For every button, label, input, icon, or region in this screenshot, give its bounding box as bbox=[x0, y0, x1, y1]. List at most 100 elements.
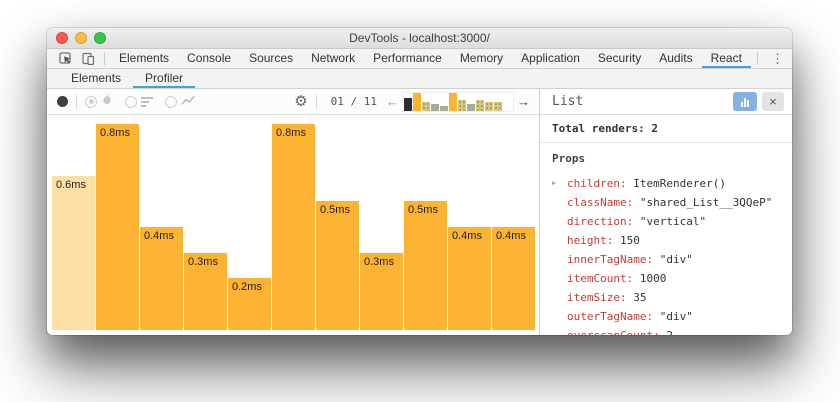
commit-bar-label: 0.3ms bbox=[364, 256, 394, 268]
snapshot-mini-bar[interactable] bbox=[431, 103, 439, 111]
record-button[interactable] bbox=[57, 96, 68, 107]
flame-icon bbox=[101, 93, 113, 111]
interactions-view-option[interactable] bbox=[165, 93, 195, 111]
tab-application[interactable]: Application bbox=[521, 50, 580, 65]
snapshot-mini-bar[interactable] bbox=[494, 101, 502, 111]
commit-bar[interactable]: 0.6ms bbox=[52, 176, 95, 330]
more-options-icon[interactable]: ⋮ bbox=[771, 50, 784, 66]
commit-bar-label: 0.3ms bbox=[188, 256, 218, 268]
prop-value: 2 bbox=[666, 329, 673, 335]
zoom-window-button[interactable] bbox=[94, 32, 106, 44]
view-component-chart-button[interactable] bbox=[733, 92, 757, 111]
commit-bar[interactable]: 0.3ms bbox=[360, 253, 403, 330]
react-tab-profiler[interactable]: Profiler bbox=[133, 69, 196, 88]
devtools-tabbar: Elements Console Sources Network Performance… bbox=[47, 49, 792, 69]
prop-name: children: bbox=[567, 177, 634, 190]
tab-react[interactable]: React bbox=[701, 49, 751, 68]
titlebar: DevTools - localhost:3000/ bbox=[47, 28, 792, 49]
snapshot-mini-bar[interactable] bbox=[458, 99, 466, 111]
snapshot-mini-bar[interactable] bbox=[413, 92, 421, 111]
snapshot-mini-bar[interactable] bbox=[422, 101, 430, 111]
props-section: Props ▶ children: ItemRenderer() className… bbox=[540, 143, 792, 335]
commit-bar-label: 0.5ms bbox=[408, 204, 438, 216]
close-window-button[interactable] bbox=[56, 32, 68, 44]
traffic-lights bbox=[56, 32, 106, 44]
component-panel-header: List × bbox=[540, 89, 792, 115]
react-devtools-tabbar: Elements Profiler bbox=[47, 69, 792, 89]
inspect-element-icon[interactable] bbox=[55, 49, 77, 68]
close-panel-button[interactable]: × bbox=[762, 92, 784, 111]
commit-bar-label: 0.8ms bbox=[276, 127, 306, 139]
line-chart-icon bbox=[181, 93, 195, 111]
tab-network[interactable]: Network bbox=[311, 50, 356, 65]
tab-memory[interactable]: Memory bbox=[459, 50, 504, 65]
prop-name: innerTagName: bbox=[567, 253, 660, 266]
prop-name: outerTagName: bbox=[567, 310, 660, 323]
commit-bar-label: 0.4ms bbox=[452, 230, 482, 242]
snapshot-mini-bar[interactable] bbox=[404, 97, 412, 111]
component-name: List bbox=[552, 94, 584, 109]
tab-sources[interactable]: Sources bbox=[249, 50, 294, 65]
prop-name: direction: bbox=[567, 215, 640, 228]
ranked-view-option[interactable] bbox=[125, 95, 153, 108]
profiler-pane: ⚙ 01 / 11 ← → 0.6ms 0.8ms 0.4ms 0.3ms 0.2ms 0… bbox=[47, 89, 540, 335]
commit-bar[interactable]: 0.4ms bbox=[448, 227, 491, 330]
snapshot-mini-bar[interactable] bbox=[467, 103, 475, 111]
tab-audits[interactable]: Audits bbox=[659, 50, 693, 65]
component-panel-body: Total renders: 2 Props ▶ children: ItemRe… bbox=[540, 115, 792, 335]
profiler-toolbar: ⚙ 01 / 11 ← → bbox=[47, 89, 539, 115]
prop-name: itemCount: bbox=[567, 272, 640, 285]
main-tabs: Elements Console Sources Network Performance… bbox=[110, 49, 751, 68]
props-list: ▶ children: ItemRenderer() className: "sha… bbox=[552, 174, 780, 335]
prop-value: 35 bbox=[633, 291, 647, 304]
react-tab-elements[interactable]: Elements bbox=[71, 70, 122, 85]
commit-bar[interactable]: 0.4ms bbox=[492, 227, 535, 330]
commit-bar[interactable]: 0.4ms bbox=[140, 227, 183, 330]
prop-row: innerTagName: "div" bbox=[552, 250, 780, 269]
previous-snapshot-button[interactable]: ← bbox=[386, 94, 399, 109]
flamegraph-view-option[interactable] bbox=[85, 93, 113, 111]
commit-bar-label: 0.5ms bbox=[320, 204, 350, 216]
tab-security[interactable]: Security bbox=[597, 50, 642, 65]
minimize-window-button[interactable] bbox=[75, 32, 87, 44]
panel-divider bbox=[540, 142, 792, 143]
prop-row: itemCount: 1000 bbox=[552, 269, 780, 288]
commit-bar[interactable]: 0.5ms bbox=[404, 201, 447, 330]
commit-bar[interactable]: 0.8ms bbox=[96, 124, 139, 330]
commit-bar-label: 0.8ms bbox=[100, 127, 130, 139]
device-toolbar-icon[interactable] bbox=[77, 49, 99, 68]
prop-name: height: bbox=[567, 234, 620, 247]
tab-performance[interactable]: Performance bbox=[373, 50, 442, 65]
total-renders: Total renders: 2 bbox=[540, 122, 792, 135]
expand-triangle-icon[interactable]: ▶ bbox=[552, 179, 557, 187]
next-snapshot-button[interactable]: → bbox=[517, 94, 530, 109]
prop-row: itemSize: 35 bbox=[552, 288, 780, 307]
toolbar-divider bbox=[104, 52, 105, 65]
settings-gear-icon[interactable]: ⚙ bbox=[294, 93, 308, 110]
snapshot-mini-bar[interactable] bbox=[485, 101, 493, 111]
total-renders-value: 2 bbox=[651, 122, 658, 135]
prop-row: overscanCount: 2 bbox=[552, 326, 780, 335]
snapshot-selector[interactable] bbox=[402, 91, 514, 112]
commit-bar[interactable]: 0.2ms bbox=[228, 278, 271, 330]
commit-bar[interactable]: 0.8ms bbox=[272, 124, 315, 330]
prop-value: ItemRenderer() bbox=[633, 177, 726, 190]
commit-bar[interactable]: 0.3ms bbox=[184, 253, 227, 330]
snapshot-mini-bar[interactable] bbox=[440, 105, 448, 111]
prop-value: 1000 bbox=[639, 272, 667, 285]
props-heading: Props bbox=[552, 152, 586, 165]
prop-name: itemSize: bbox=[567, 291, 634, 304]
prop-row[interactable]: ▶ children: ItemRenderer() bbox=[552, 174, 780, 193]
prop-name: overscanCount: bbox=[567, 329, 666, 335]
interactions-radio bbox=[165, 95, 177, 108]
commit-bar-label: 0.4ms bbox=[144, 230, 174, 242]
prop-value: "div" bbox=[659, 253, 693, 266]
ranked-radio bbox=[125, 95, 137, 108]
prop-row: height: 150 bbox=[552, 231, 780, 250]
snapshot-mini-bar[interactable] bbox=[476, 99, 484, 111]
total-renders-label: Total renders: bbox=[552, 122, 645, 135]
tab-elements[interactable]: Elements bbox=[119, 50, 170, 65]
commit-bar[interactable]: 0.5ms bbox=[316, 201, 359, 330]
snapshot-mini-bar[interactable] bbox=[449, 92, 457, 111]
tab-console[interactable]: Console bbox=[187, 50, 232, 65]
